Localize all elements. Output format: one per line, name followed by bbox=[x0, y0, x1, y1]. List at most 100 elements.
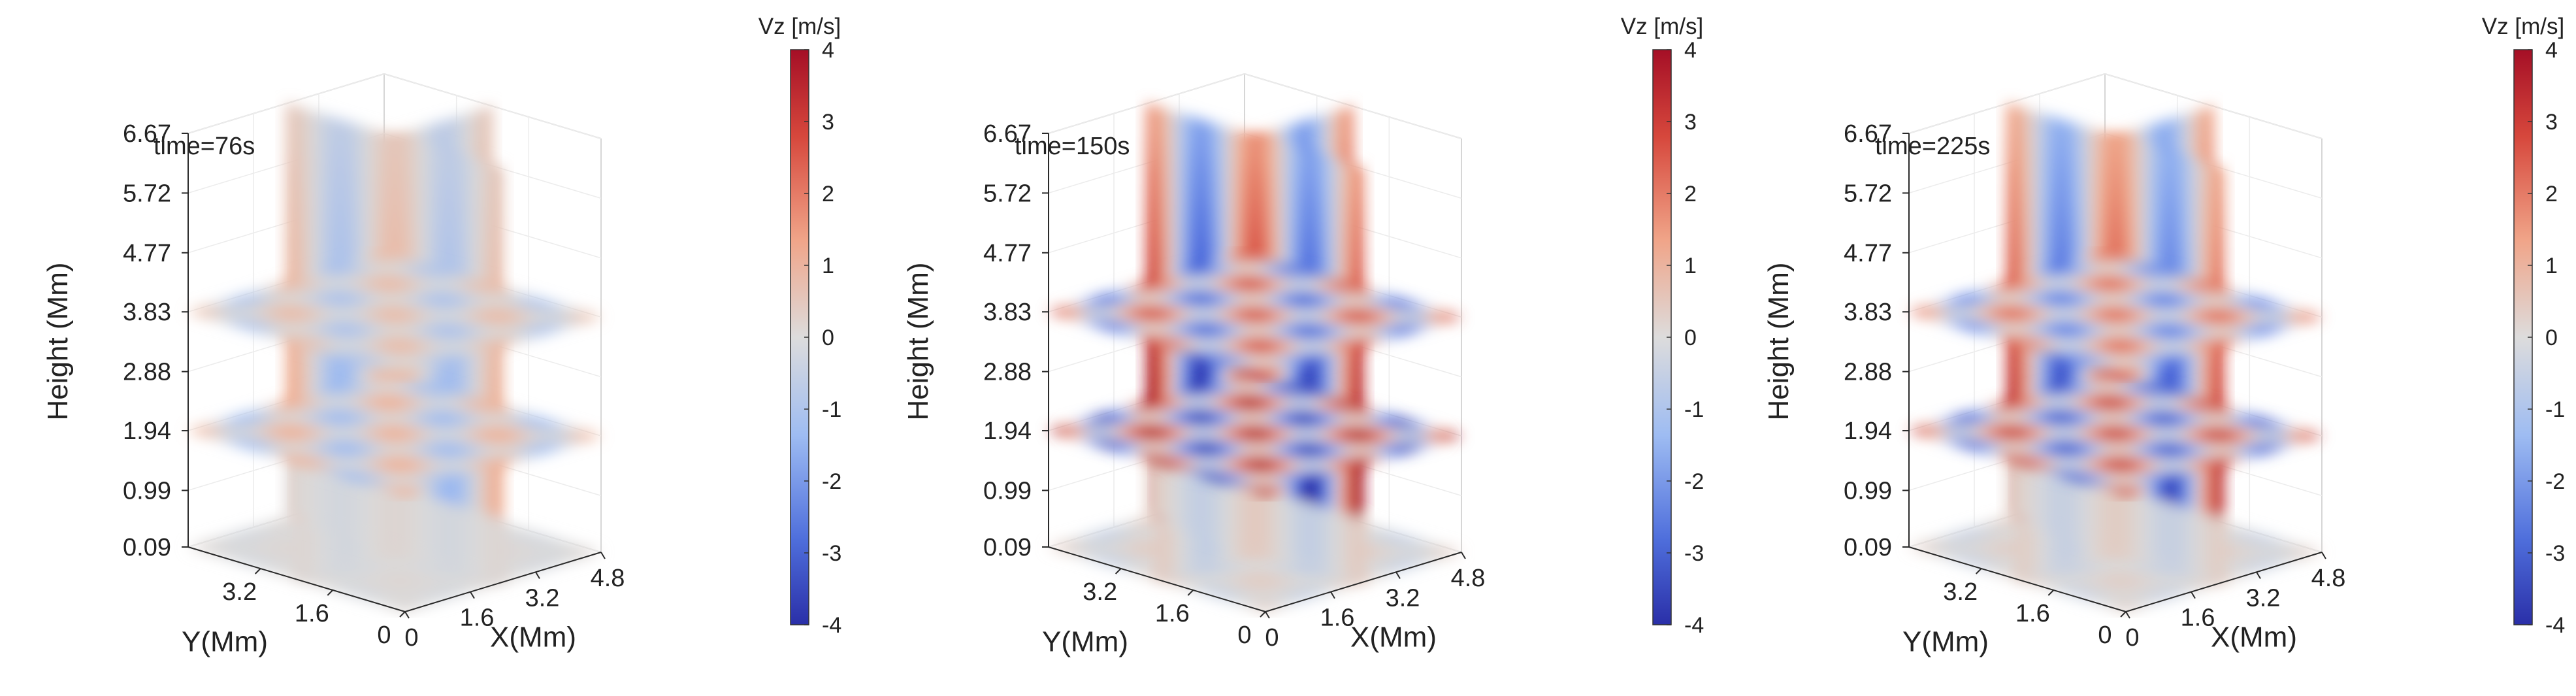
slice-cell bbox=[1254, 183, 1265, 203]
slice-cell bbox=[1146, 469, 1156, 489]
colorbar-tick-label: -4 bbox=[822, 613, 841, 638]
slice-cell bbox=[1309, 549, 1319, 569]
slice-cell bbox=[331, 355, 341, 375]
slice-cell bbox=[321, 209, 332, 229]
slice-cell bbox=[1264, 218, 1274, 238]
slice-cell bbox=[1156, 560, 1166, 580]
slice-cell bbox=[1182, 495, 1192, 516]
slice-cell bbox=[296, 528, 306, 548]
slice-cell bbox=[448, 151, 459, 172]
slice-cell bbox=[394, 183, 404, 203]
slice-cell bbox=[1354, 244, 1364, 265]
slice-cell bbox=[285, 135, 296, 155]
slice-cell bbox=[1281, 175, 1292, 195]
slice-cell bbox=[1290, 161, 1301, 182]
slice-cell bbox=[475, 207, 485, 227]
slice-cell bbox=[1299, 514, 1310, 535]
slice-cell bbox=[1245, 498, 1256, 519]
slice-cell bbox=[304, 557, 314, 578]
slice-cell bbox=[1146, 501, 1156, 521]
colorbar-tick-label: -2 bbox=[822, 469, 841, 494]
slice-cell bbox=[1218, 140, 1229, 161]
slice-cell bbox=[295, 248, 305, 269]
y-tick-label: 0 bbox=[377, 621, 391, 649]
slice-cell bbox=[1345, 480, 1355, 501]
slice-cell bbox=[421, 143, 431, 163]
slice-cell bbox=[1290, 146, 1301, 166]
slice-cell bbox=[1173, 142, 1183, 163]
panel-2: 01.63.24.801.63.20.090.991.942.883.834.7… bbox=[902, 14, 1704, 658]
slice-cell bbox=[295, 201, 305, 222]
slice-cell bbox=[1146, 357, 1156, 378]
slice-cell bbox=[430, 496, 440, 516]
slice-cell bbox=[312, 142, 323, 163]
slice-cell bbox=[1155, 488, 1166, 508]
slice-cell bbox=[1281, 509, 1292, 529]
slice-cell bbox=[476, 140, 485, 159]
slice-cell bbox=[1290, 527, 1301, 548]
slice-cell bbox=[1327, 506, 1337, 527]
slice-cell bbox=[448, 215, 459, 235]
slice-cell bbox=[1290, 544, 1301, 564]
slice-cell bbox=[484, 210, 495, 230]
slice-cell bbox=[1336, 124, 1346, 144]
slice-cell bbox=[1328, 110, 1337, 131]
slice-cell bbox=[475, 223, 485, 243]
slice-cell bbox=[1200, 135, 1211, 155]
slice-cell bbox=[1209, 217, 1220, 237]
colorbar-tick-label: -1 bbox=[822, 397, 841, 422]
slice-cell bbox=[1264, 169, 1274, 190]
slice-cell bbox=[457, 361, 468, 381]
slice-cell bbox=[304, 235, 314, 256]
slice-cell bbox=[358, 204, 368, 224]
slice-cell bbox=[493, 165, 504, 185]
slice-cell bbox=[1345, 544, 1355, 564]
slice-cell bbox=[475, 478, 485, 498]
slice-cell bbox=[430, 544, 440, 564]
slice-cell bbox=[1281, 493, 1292, 514]
slice-cell bbox=[475, 509, 485, 530]
slice-cell bbox=[1309, 517, 1319, 538]
slice-cell bbox=[457, 218, 468, 238]
slice-cell bbox=[1335, 541, 1346, 561]
z-tick-label: 2.88 bbox=[123, 359, 171, 386]
slice-cell bbox=[1281, 239, 1292, 259]
slice-cell bbox=[1354, 515, 1364, 535]
slice-cell bbox=[1146, 246, 1156, 266]
slice-cell bbox=[1164, 490, 1175, 510]
slice-cell bbox=[421, 191, 431, 211]
slice-cell bbox=[1173, 508, 1183, 529]
slice-cell bbox=[285, 198, 296, 218]
slice-cell bbox=[1264, 504, 1274, 524]
slice-cell bbox=[430, 146, 440, 166]
slice-cell bbox=[403, 154, 414, 174]
slice-cell bbox=[1290, 496, 1301, 516]
slice-cell bbox=[1345, 528, 1355, 548]
slice-cell bbox=[421, 175, 431, 195]
slice-cell bbox=[1335, 239, 1346, 259]
slice-cell bbox=[457, 536, 468, 556]
slice-cell bbox=[1327, 252, 1337, 273]
slice-cell bbox=[285, 246, 296, 266]
slice-cell bbox=[459, 113, 469, 133]
slice-cell bbox=[448, 231, 459, 251]
slice-cell bbox=[394, 167, 404, 188]
slice-cell bbox=[1320, 129, 1329, 149]
slice-cell bbox=[1200, 517, 1211, 537]
slice-cell bbox=[312, 159, 323, 179]
slice-cell bbox=[1146, 373, 1156, 393]
slices bbox=[186, 103, 603, 612]
slice-cell bbox=[285, 214, 296, 235]
slice-cell bbox=[1311, 115, 1321, 135]
slice-cell bbox=[1345, 242, 1355, 262]
slice-cell bbox=[1209, 360, 1220, 380]
slice-cell bbox=[403, 535, 414, 556]
slice-cell bbox=[457, 488, 468, 508]
y-tick bbox=[327, 589, 334, 596]
slice-cell bbox=[345, 545, 355, 565]
slice-cell bbox=[304, 347, 314, 367]
slice-cell bbox=[340, 119, 350, 139]
panel-1: 01.63.24.801.63.20.090.991.942.883.834.7… bbox=[42, 14, 841, 658]
slice-cell bbox=[367, 525, 377, 545]
slice-cell bbox=[321, 145, 332, 166]
